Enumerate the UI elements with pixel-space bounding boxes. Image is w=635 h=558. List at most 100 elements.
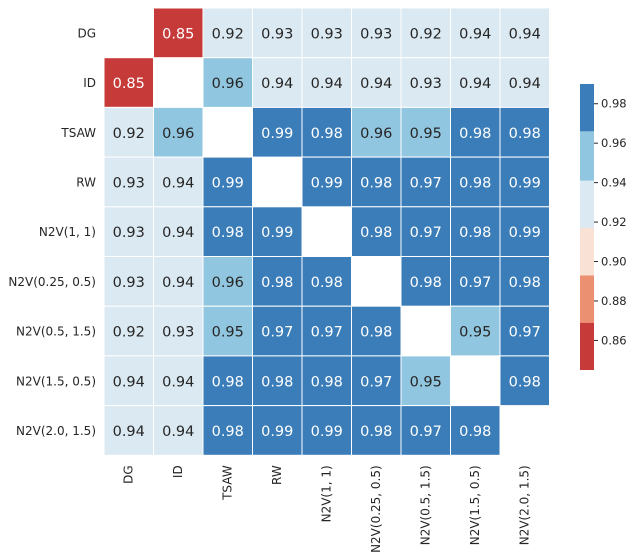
- cell-value-label: 0.95: [459, 325, 491, 341]
- cell-value-label: 0.96: [212, 275, 244, 291]
- colorbar-bin: [580, 131, 594, 181]
- heatmap-cell: [252, 206, 303, 258]
- heatmap-cell: [400, 106, 451, 158]
- column-label: ID: [171, 465, 185, 478]
- heatmap-cell: [202, 156, 253, 208]
- cell-value-label: 0.98: [459, 126, 491, 142]
- cell-value-label: 0.98: [459, 175, 491, 191]
- colorbar-bin: [580, 227, 594, 276]
- cell-value-label: 0.92: [113, 126, 145, 142]
- heatmap-cell: [301, 57, 352, 108]
- row-label: ID: [83, 76, 96, 90]
- column-label: RW: [270, 465, 284, 485]
- heatmap-cell: [153, 7, 204, 59]
- cell-value-label: 0.99: [261, 424, 293, 440]
- heatmap-cell: [450, 106, 501, 158]
- colorbar-bin: [580, 322, 594, 370]
- column-label: TSAW: [221, 465, 235, 501]
- cell-value-label: 0.95: [410, 126, 442, 142]
- cell-value-label: 0.98: [360, 175, 392, 191]
- cell-value-label: 0.92: [212, 26, 244, 42]
- heatmap-cell: [499, 206, 550, 258]
- colorbar-tick-label: 0.86: [601, 333, 627, 347]
- heatmap-cell: [153, 405, 204, 456]
- cell-value-label: 0.93: [113, 275, 145, 291]
- cell-value-label: 0.94: [261, 76, 293, 92]
- cell-value-label: 0.98: [311, 374, 343, 390]
- colorbar-bin: [580, 84, 594, 132]
- heatmap-cell: [301, 106, 352, 158]
- heatmap-cell: [499, 57, 550, 108]
- column-label: N2V(1, 1): [320, 465, 334, 522]
- cell-value-label: 0.98: [459, 225, 491, 241]
- colorbar-tick-label: 0.98: [601, 97, 627, 111]
- cell-value-label: 0.97: [459, 275, 491, 291]
- cell-value-label: 0.97: [410, 424, 442, 440]
- colorbar-tick-label: 0.90: [601, 255, 627, 269]
- cell-value-label: 0.94: [162, 225, 194, 241]
- cell-value-label: 0.93: [410, 76, 442, 92]
- heatmap-cell: [252, 106, 303, 158]
- column-label: N2V(0.5, 1.5): [419, 465, 433, 545]
- heatmap-cell: [103, 305, 154, 357]
- heatmap-cell: [103, 106, 154, 158]
- cell-value-label: 0.96: [212, 76, 244, 92]
- heatmap-cell: [400, 57, 451, 108]
- cell-value-label: 0.93: [162, 325, 194, 341]
- cell-value-label: 0.85: [162, 26, 194, 42]
- row-label: N2V(1, 1): [39, 225, 96, 239]
- heatmap-cell: [252, 7, 303, 59]
- cell-value-label: 0.98: [360, 225, 392, 241]
- heatmap-cell: [450, 206, 501, 258]
- heatmap-cell: [351, 405, 402, 456]
- cell-value-label: 0.98: [311, 275, 343, 291]
- cell-value-label: 0.97: [410, 175, 442, 191]
- row-label: N2V(0.5, 1.5): [16, 325, 96, 339]
- heatmap-cell: [153, 106, 204, 158]
- colorbar-tick-label: 0.96: [601, 136, 627, 150]
- heatmap-cell: [499, 256, 550, 307]
- cell-value-label: 0.93: [311, 26, 343, 42]
- cell-value-label: 0.98: [509, 275, 541, 291]
- cell-value-label: 0.94: [509, 26, 541, 42]
- cell-value-label: 0.96: [162, 126, 194, 142]
- cell-value-label: 0.94: [113, 374, 145, 390]
- cell-value-label: 0.98: [360, 424, 392, 440]
- cell-value-label: 0.94: [162, 175, 194, 191]
- cell-value-label: 0.99: [212, 175, 244, 191]
- heatmap-cell: [202, 305, 253, 357]
- heatmap-cell: [499, 355, 550, 407]
- heatmap-cell: [301, 305, 352, 357]
- cell-value-label: 0.98: [212, 374, 244, 390]
- column-labels: DG ID TSAW RW N2V(1, 1) N2V(0.25, 0.5) N2V(0.5…: [122, 465, 532, 553]
- cell-value-label: 0.99: [261, 126, 293, 142]
- row-label: RW: [76, 175, 96, 189]
- heatmap-cell: [301, 156, 352, 208]
- heatmap-cell: [450, 305, 501, 357]
- cell-value-label: 0.98: [261, 275, 293, 291]
- row-label: N2V(2.0, 1.5): [16, 424, 96, 438]
- heatmap-cell: [202, 256, 253, 307]
- heatmap-cell: [499, 106, 550, 158]
- heatmap-cell: [202, 405, 253, 456]
- cell-value-label: 0.97: [360, 374, 392, 390]
- cell-value-label: 0.97: [410, 225, 442, 241]
- heatmap-cell: [351, 106, 402, 158]
- cell-value-label: 0.98: [360, 325, 392, 341]
- heatmap-cell: [202, 57, 253, 108]
- column-label: DG: [122, 465, 136, 484]
- cell-value-label: 0.93: [261, 26, 293, 42]
- colorbar-tick-label: 0.88: [601, 294, 627, 308]
- cell-value-label: 0.98: [459, 424, 491, 440]
- cell-value-label: 0.99: [509, 225, 541, 241]
- cell-value-label: 0.94: [459, 26, 491, 42]
- cell-value-label: 0.94: [459, 76, 491, 92]
- heatmap-cell: [499, 305, 550, 357]
- row-label: N2V(1.5, 0.5): [16, 374, 96, 388]
- cell-value-label: 0.98: [261, 374, 293, 390]
- cell-value-label: 0.95: [212, 325, 244, 341]
- cell-value-label: 0.96: [360, 126, 392, 142]
- colorbar-tick-label: 0.94: [601, 176, 627, 190]
- colorbar-bin: [580, 275, 594, 323]
